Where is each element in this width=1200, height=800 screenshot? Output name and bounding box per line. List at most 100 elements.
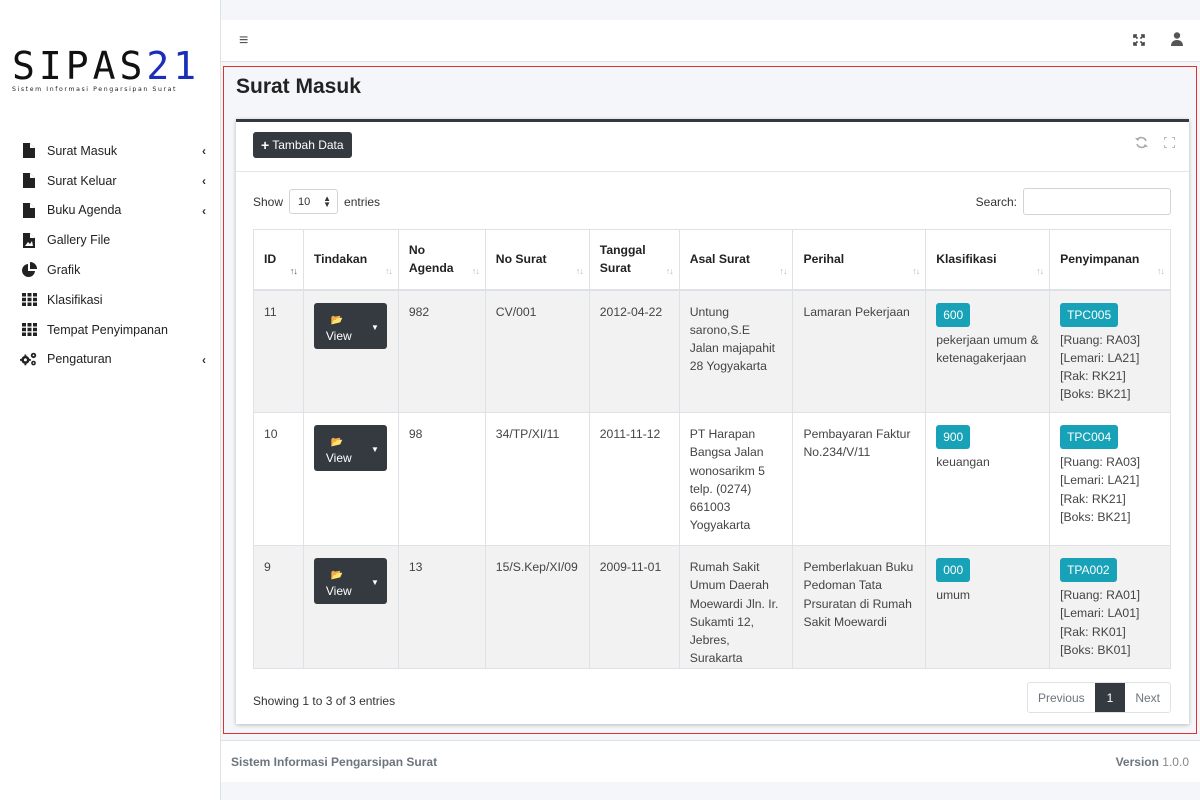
search-control: Search: bbox=[976, 188, 1171, 215]
lemari-text: [Lemari: LA21] bbox=[1060, 350, 1140, 365]
entries-value: 10 bbox=[298, 195, 311, 208]
penyimpanan-badge: TPC005 bbox=[1060, 302, 1119, 327]
view-dropdown-button[interactable]: 📂 View ▼ bbox=[313, 302, 387, 349]
sidebar-item-label: Buku Agenda bbox=[47, 203, 122, 218]
sidebar-item-surat-masuk[interactable]: Surat Masuk ‹ bbox=[0, 136, 220, 166]
cell-perihal: Pembayaran Faktur No.234/V/11 bbox=[792, 412, 927, 546]
cell-no-agenda: 98 bbox=[397, 412, 486, 546]
view-label: View bbox=[325, 584, 352, 598]
cell-klasifikasi: 000 umum bbox=[925, 545, 1051, 669]
card-header: + Tambah Data bbox=[236, 122, 1189, 172]
sidebar-item-gallery-file[interactable]: Gallery File bbox=[0, 225, 220, 255]
entries-label: entries bbox=[344, 194, 381, 209]
cell-asal-surat: Rumah Sakit Umum Daerah Moewardi Jln. Ir… bbox=[678, 545, 794, 669]
logo-subtitle: Sistem Informasi Pengarsipan Surat bbox=[12, 86, 178, 93]
klasifikasi-badge: 000 bbox=[936, 558, 971, 582]
sort-updown-icon: ▲ ▼ bbox=[323, 193, 332, 209]
content-frame: Surat Masuk + Tambah Data Show 10 ▲ ▼ ent bbox=[223, 66, 1197, 734]
ruang-text: [Ruang: RA01] bbox=[1060, 588, 1141, 602]
add-data-label: Tambah Data bbox=[272, 138, 344, 152]
search-label: Search: bbox=[975, 194, 1017, 209]
sidebar-item-label: Pengaturan bbox=[47, 352, 112, 367]
cell-tanggal: 2009-11-01 bbox=[588, 545, 680, 669]
file-icon bbox=[20, 173, 38, 189]
table-header-row: ID ↑↓ Tindakan ↑↓ No Agenda ↑↓ No Surat ↑↓ T… bbox=[253, 229, 1171, 291]
sidebar-item-grafik[interactable]: Grafik bbox=[0, 255, 220, 285]
cell-no-surat: 34/TP/XI/11 bbox=[484, 412, 590, 546]
previous-page-button[interactable]: Previous bbox=[1037, 690, 1085, 705]
sidebar: SIPAS21 Sistem Informasi Pengarsipan Sur… bbox=[0, 0, 220, 800]
next-page-button[interactable]: Next bbox=[1135, 690, 1160, 705]
cell-no-surat: 15/S.Kep/XI/09 bbox=[484, 545, 590, 669]
cell-tanggal: 2012-04-22 bbox=[588, 289, 680, 413]
cell-klasifikasi: 600 pekerjaan umum & ketenagakerjaan bbox=[925, 289, 1051, 413]
user-icon[interactable] bbox=[1171, 32, 1183, 51]
footer-app-name: Sistem Informasi Pengarsipan Surat bbox=[231, 755, 438, 769]
cell-tindakan: 📂 View ▼ bbox=[302, 289, 399, 413]
sidebar-item-label: Grafik bbox=[47, 263, 81, 278]
column-header-tindakan[interactable]: Tindakan ↑↓ bbox=[302, 229, 399, 291]
hamburger-menu-icon[interactable]: ≡ bbox=[239, 32, 249, 49]
cell-id: 10 bbox=[253, 412, 304, 546]
column-header-no-agenda[interactable]: No Agenda ↑↓ bbox=[397, 229, 486, 291]
cell-id: 9 bbox=[253, 545, 304, 669]
view-dropdown-button[interactable]: 📂 View ▼ bbox=[313, 425, 387, 471]
page-1-button[interactable]: 1 bbox=[1094, 683, 1126, 712]
file-icon bbox=[20, 202, 38, 218]
show-label: Show bbox=[253, 194, 284, 209]
rak-text: [Rak: RK21] bbox=[1060, 369, 1126, 384]
sidebar-item-klasifikasi[interactable]: Klasifikasi bbox=[0, 285, 220, 315]
column-header-tanggal-surat[interactable]: Tanggal Surat ↑↓ bbox=[588, 229, 680, 291]
cell-perihal: Lamaran Pekerjaan bbox=[792, 289, 927, 413]
grid-icon bbox=[20, 292, 38, 308]
sidebar-item-label: Tempat Penyimpanan bbox=[47, 322, 168, 337]
card-tools bbox=[1135, 136, 1176, 152]
cell-tanggal: 2011-11-12 bbox=[588, 412, 680, 546]
top-navbar: ≡ bbox=[221, 20, 1200, 62]
cell-penyimpanan: TPC004 [Ruang: RA03] [Lemari: LA21] [Rak… bbox=[1049, 412, 1171, 546]
column-header-perihal[interactable]: Perihal ↑↓ bbox=[792, 229, 927, 291]
add-data-button[interactable]: + Tambah Data bbox=[253, 132, 352, 158]
fullscreen-icon[interactable] bbox=[1133, 33, 1145, 49]
sidebar-item-buku-agenda[interactable]: Buku Agenda ‹ bbox=[0, 196, 220, 226]
folder-open-icon: 📂 bbox=[330, 570, 344, 581]
entries-select[interactable]: 10 ▲ ▼ bbox=[289, 189, 339, 214]
lemari-text: [Lemari: LA01] bbox=[1060, 606, 1140, 621]
search-input[interactable] bbox=[1023, 188, 1171, 215]
sidebar-item-tempat-penyimpanan[interactable]: Tempat Penyimpanan bbox=[0, 315, 220, 345]
sidebar-item-pengaturan[interactable]: Pengaturan ‹ bbox=[0, 345, 220, 375]
cell-tindakan: 📂 View ▼ bbox=[302, 545, 399, 669]
column-header-klasifikasi[interactable]: Klasifikasi ↑↓ bbox=[925, 229, 1051, 291]
cell-tindakan: 📂 View ▼ bbox=[302, 412, 399, 546]
app-logo[interactable]: SIPAS21 Sistem Informasi Pengarsipan Sur… bbox=[12, 46, 208, 93]
sidebar-item-label: Surat Keluar bbox=[47, 173, 117, 188]
column-header-id[interactable]: ID ↑↓ bbox=[253, 229, 304, 291]
lemari-text: [Lemari: LA21] bbox=[1060, 473, 1140, 488]
table-row: 9 📂 View ▼ 13 15/S.Kep/XI/09 2009-11-01 … bbox=[253, 545, 1171, 669]
table-row: 11 📂 View ▼ 982 CV/001 2012-04-22 Untung… bbox=[253, 289, 1171, 413]
folder-open-icon: 📂 bbox=[330, 314, 344, 326]
column-header-asal-surat[interactable]: Asal Surat ↑↓ bbox=[678, 229, 794, 291]
column-header-no-surat[interactable]: No Surat ↑↓ bbox=[484, 229, 590, 291]
main-area: ≡ Surat Masuk + Tambah Data Show 10 bbox=[220, 0, 1200, 800]
caret-down-icon: ▼ bbox=[370, 578, 379, 587]
refresh-icon[interactable] bbox=[1135, 136, 1148, 152]
boks-text: [Boks: BK01] bbox=[1060, 642, 1131, 657]
cell-penyimpanan: TPA002 [Ruang: RA01] [Lemari: LA01] [Rak… bbox=[1049, 545, 1171, 669]
sidebar-menu: Surat Masuk ‹ Surat Keluar ‹ Buku Agenda… bbox=[0, 136, 220, 374]
caret-down-icon: ▼ bbox=[370, 322, 379, 332]
view-dropdown-button[interactable]: 📂 View ▼ bbox=[313, 558, 387, 604]
maximize-icon[interactable] bbox=[1163, 136, 1176, 152]
klasifikasi-text: keuangan bbox=[936, 455, 990, 469]
sidebar-item-label: Klasifikasi bbox=[47, 292, 103, 307]
data-card: + Tambah Data Show 10 ▲ ▼ entries Search: bbox=[236, 119, 1189, 724]
sidebar-item-surat-keluar[interactable]: Surat Keluar ‹ bbox=[0, 166, 220, 196]
column-header-penyimpanan[interactable]: Penyimpanan ↑↓ bbox=[1049, 229, 1171, 291]
sidebar-item-label: Gallery File bbox=[47, 233, 111, 248]
rak-text: [Rak: RK01] bbox=[1060, 624, 1126, 639]
plus-icon: + bbox=[261, 137, 270, 153]
logo-text: SIPAS21 bbox=[12, 44, 201, 88]
footer-version: Version 1.0.0 bbox=[1116, 755, 1189, 769]
table-info: Showing 1 to 3 of 3 entries bbox=[253, 694, 396, 708]
footer: Sistem Informasi Pengarsipan Surat Versi… bbox=[221, 740, 1200, 782]
